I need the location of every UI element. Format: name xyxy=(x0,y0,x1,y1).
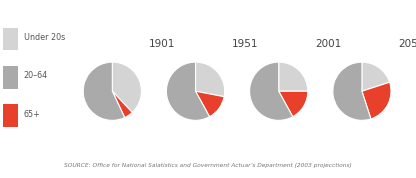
Text: Under 20s: Under 20s xyxy=(24,33,65,42)
Text: 2001: 2001 xyxy=(315,39,342,49)
Wedge shape xyxy=(333,62,371,120)
Wedge shape xyxy=(83,62,125,120)
Wedge shape xyxy=(166,62,210,120)
Wedge shape xyxy=(362,62,390,91)
FancyBboxPatch shape xyxy=(3,28,18,51)
Text: UK’s CHANGING POPULATION: UK’s CHANGING POPULATION xyxy=(5,9,201,22)
Wedge shape xyxy=(250,62,293,120)
Text: 65+: 65+ xyxy=(24,110,40,119)
Wedge shape xyxy=(362,82,391,119)
Text: 2051: 2051 xyxy=(399,39,416,49)
Wedge shape xyxy=(196,62,225,97)
Text: 1951: 1951 xyxy=(232,39,258,49)
Text: 20–64: 20–64 xyxy=(24,71,48,80)
Wedge shape xyxy=(196,91,224,117)
FancyBboxPatch shape xyxy=(3,104,18,127)
Wedge shape xyxy=(112,91,132,118)
Text: 1901: 1901 xyxy=(149,39,175,49)
Text: SOURCE: Office for National Salatistics and Government Actuar’s Department (2003: SOURCE: Office for National Salatistics … xyxy=(64,163,352,168)
Wedge shape xyxy=(279,91,308,117)
FancyBboxPatch shape xyxy=(3,66,18,89)
Wedge shape xyxy=(279,62,308,91)
Wedge shape xyxy=(112,62,141,112)
